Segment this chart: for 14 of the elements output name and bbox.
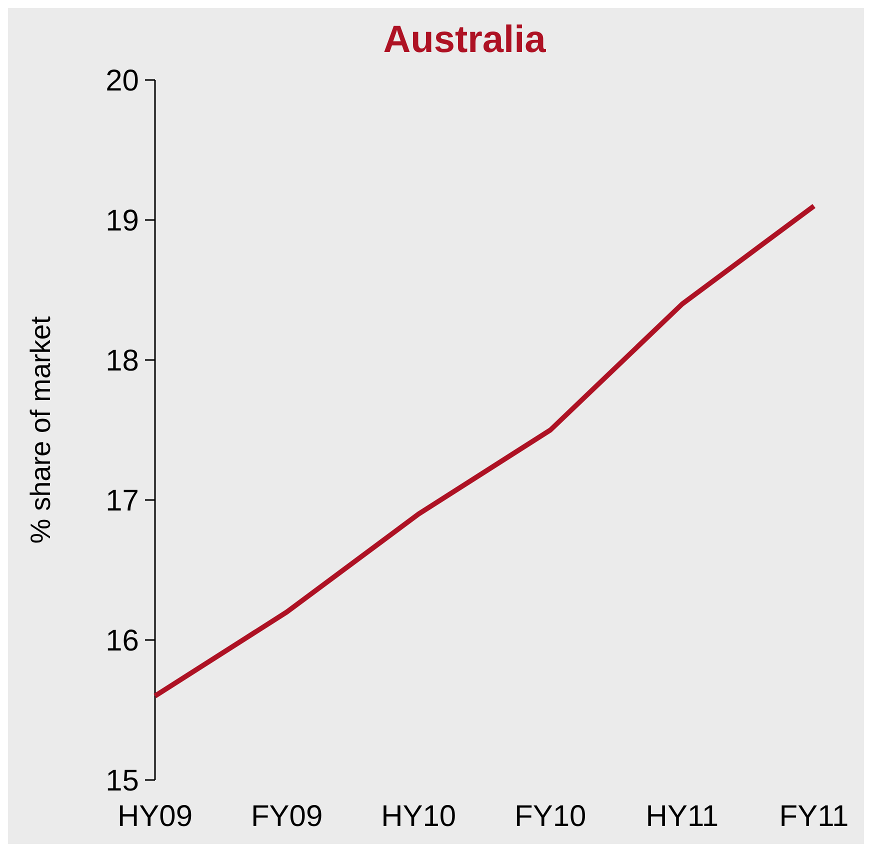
x-tick-label: FY10 (514, 800, 586, 833)
y-tick-label: 16 (106, 624, 139, 658)
x-tick-label: FY09 (250, 800, 323, 833)
y-axis-title: % share of market (25, 316, 56, 544)
x-tick-label: HY09 (117, 800, 193, 833)
y-tick-label: 15 (106, 764, 139, 798)
chart-title: Australia (383, 19, 547, 61)
y-tick-label: 20 (106, 64, 139, 98)
x-tick-label: FY11 (779, 800, 849, 833)
x-tick-label: HY11 (646, 800, 719, 833)
y-tick-label: 19 (106, 204, 139, 238)
y-tick-label: 18 (106, 344, 139, 378)
x-tick-label: HY10 (381, 800, 456, 833)
y-tick-label: 17 (106, 484, 139, 518)
